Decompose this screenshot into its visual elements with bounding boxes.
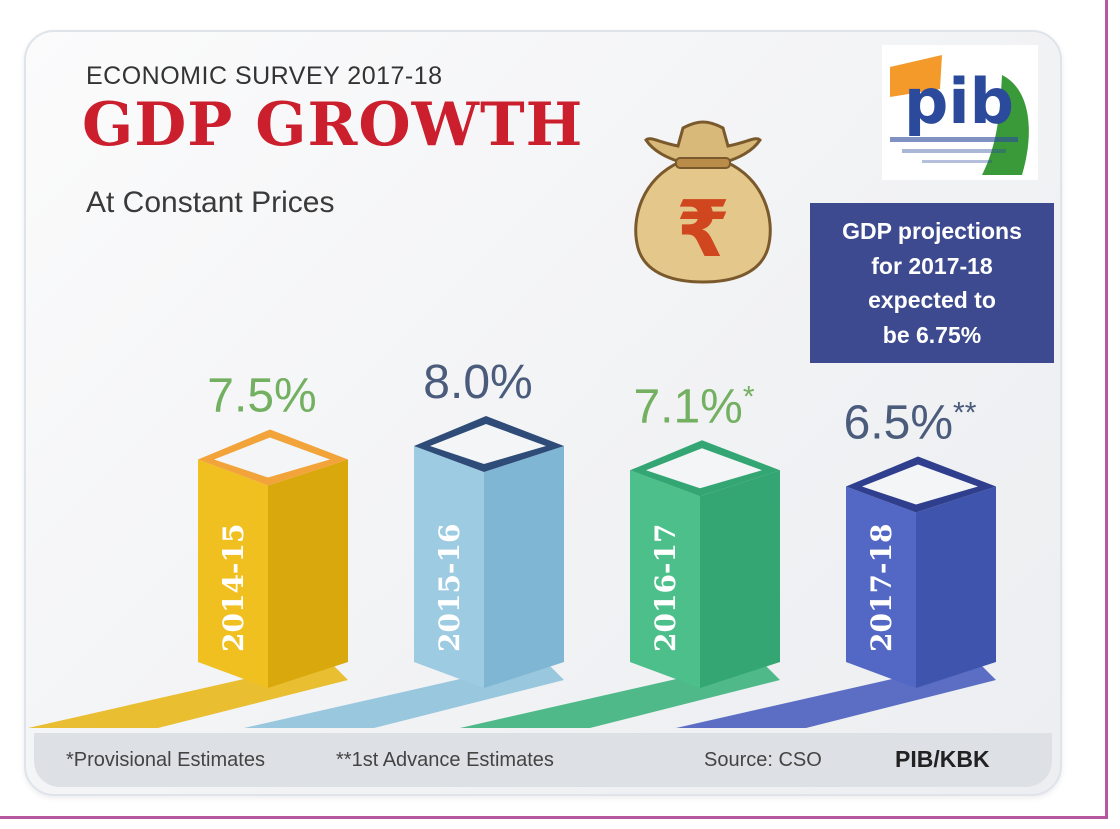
bar-front-2015-16 [414, 446, 484, 688]
projection-line: expected to [868, 287, 996, 313]
bar-top-inset [646, 448, 762, 489]
bar-value-label: 7.5% [207, 370, 316, 423]
bar-side-2016-17 [700, 470, 780, 688]
bar-side-2017-18 [916, 486, 996, 688]
projection-line: be 6.75% [882, 321, 982, 348]
rupee-money-bag-icon: ₹ [634, 120, 772, 284]
bar-category-label: 2017-18 [865, 523, 898, 652]
bar-value-label: 6.5%** [844, 397, 977, 450]
svg-text:₹: ₹ [676, 185, 730, 275]
source-label: Source: CSO [704, 749, 822, 771]
bar-value-label: 8.0% [423, 356, 532, 409]
subtitle: At Constant Prices [86, 186, 335, 219]
pib-logo: pib [882, 45, 1038, 180]
bar-top-inset [862, 464, 978, 505]
bar-category-label: 2015-16 [433, 523, 466, 652]
bar-front-2017-18 [846, 486, 916, 688]
bar-front-2016-17 [630, 470, 700, 688]
bar-front-2014-15 [198, 459, 268, 688]
page-title: GDP GROWTH [82, 90, 584, 160]
bar-value-label: 7.1%* [633, 380, 754, 433]
bar-top-inset [430, 424, 546, 464]
image-frame [0, 0, 1108, 819]
projection-line: GDP projections [842, 218, 1022, 244]
credit-label: PIB/KBK [895, 746, 990, 772]
footnote-provisional: *Provisional Estimates [66, 749, 265, 771]
bar-category-label: 2016-17 [649, 523, 682, 652]
bar-top-inset [214, 437, 330, 478]
bar-side-2015-16 [484, 446, 564, 688]
survey-label: ECONOMIC SURVEY 2017-18 [86, 62, 443, 90]
projection-box: GDP projections for 2017-18 expected to … [810, 203, 1054, 363]
bar-side-2014-15 [268, 459, 348, 688]
svg-text:pib: pib [904, 65, 1014, 138]
projection-line: for 2017-18 [871, 252, 993, 279]
footnote-advance: **1st Advance Estimates [336, 749, 554, 771]
bar-category-label: 2014-15 [217, 523, 250, 652]
footer-bar [34, 733, 1052, 787]
